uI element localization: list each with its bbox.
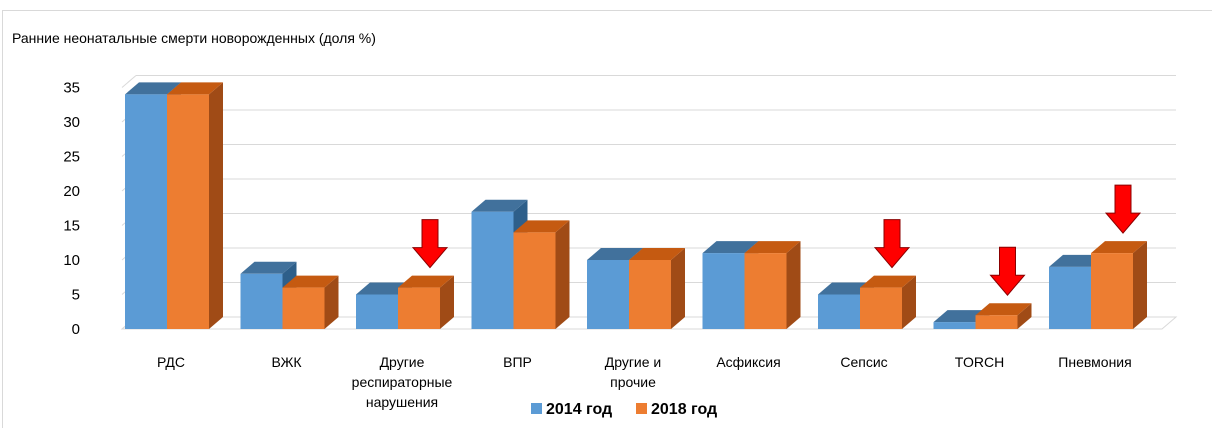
x-tick-label: TORCH: [955, 354, 1005, 370]
down-arrow-icon: [989, 246, 1026, 296]
bar-top: [975, 303, 1032, 316]
bar-side: [440, 275, 454, 329]
bar-top: [167, 82, 223, 95]
y-tick-label: 0: [72, 321, 80, 338]
bar: [513, 220, 570, 329]
bar-side: [902, 275, 916, 329]
y-tick-label: 15: [63, 218, 80, 235]
bar-top: [1091, 241, 1147, 254]
bar-top: [240, 261, 297, 274]
bar-top: [398, 275, 454, 288]
bar-front: [513, 232, 556, 329]
x-tick-label: Сепсис: [840, 354, 887, 370]
legend-label: 2014 год: [546, 401, 612, 418]
y-tick-label: 25: [63, 149, 80, 166]
x-tick-label: ВЖК: [271, 354, 302, 370]
bar-top: [587, 248, 643, 260]
y-tick-label: 5: [72, 287, 80, 304]
bar-front: [398, 287, 440, 329]
x-tick-label: нарушения: [366, 394, 438, 410]
bar-top: [513, 220, 570, 233]
x-tick-label: Другие: [380, 354, 425, 370]
y-tick-label: 35: [63, 80, 80, 97]
bar-side: [1017, 303, 1032, 329]
x-tick-label: ВПР: [503, 354, 532, 370]
y-tick-label: 10: [63, 252, 80, 269]
bar-side: [555, 220, 570, 329]
bar-front: [818, 294, 860, 329]
bar-side: [209, 82, 223, 330]
bar-front: [356, 294, 398, 329]
bar-front: [587, 260, 629, 329]
bar: [1091, 241, 1147, 329]
bar-front: [1049, 266, 1091, 329]
bar-front: [933, 322, 976, 329]
legend-swatch: [531, 403, 542, 414]
x-tick-label: РДС: [157, 354, 185, 370]
chart-title: Ранние неонатальные смерти новорожденных…: [12, 30, 376, 46]
bar-side: [671, 248, 685, 329]
x-tick-label: Асфиксия: [716, 354, 780, 370]
bar-top: [744, 241, 801, 254]
bar-top: [282, 275, 339, 288]
bar-front: [240, 273, 283, 329]
gridline-diagonal: [121, 75, 137, 88]
bar-front: [629, 260, 671, 329]
bar-top: [702, 241, 759, 254]
bar: [860, 275, 916, 329]
bar-front: [125, 94, 167, 330]
bar-front: [1091, 253, 1133, 329]
bar: [744, 241, 801, 329]
down-arrow-icon: [411, 219, 449, 269]
legend-swatch: [636, 403, 647, 414]
down-arrow-icon: [1104, 184, 1142, 234]
bar: [398, 275, 454, 329]
down-arrow-icon: [873, 219, 911, 269]
bar: [975, 303, 1032, 329]
bar-front: [471, 211, 514, 329]
bar-front: [282, 287, 325, 329]
bar-front: [744, 253, 787, 329]
x-tick-label: Другие и: [605, 354, 662, 370]
x-tick-label: респираторные: [352, 374, 453, 390]
bar-side: [324, 275, 339, 329]
legend-label: 2018 год: [651, 401, 717, 418]
x-tick-label: прочие: [610, 374, 656, 390]
bar-front: [702, 253, 745, 329]
chart-frame: [2, 10, 1212, 428]
y-tick-label: 20: [63, 183, 80, 200]
bar-top: [629, 248, 685, 260]
y-tick-label: 30: [63, 114, 80, 131]
bar-front: [167, 94, 209, 330]
bar-top: [860, 275, 916, 288]
bar: [167, 82, 223, 330]
bar-top: [471, 199, 528, 212]
bar-top: [125, 82, 181, 95]
bar-side: [786, 241, 801, 329]
bar: [629, 248, 685, 329]
bar-front: [860, 287, 902, 329]
bar-side: [1133, 241, 1147, 329]
x-tick-label: Пневмония: [1058, 354, 1131, 370]
bar: [282, 275, 339, 329]
bar-front: [975, 315, 1018, 329]
